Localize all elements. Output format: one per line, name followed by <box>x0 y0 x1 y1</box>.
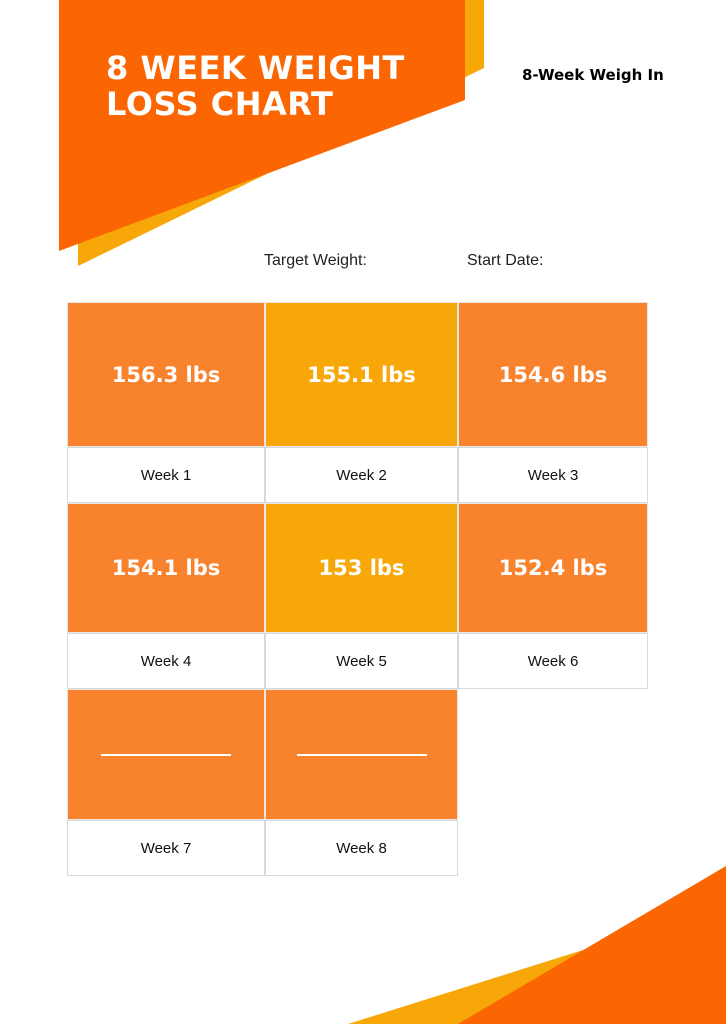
week-label-cell: Week 7 <box>67 820 265 876</box>
week-label: Week 4 <box>140 652 192 670</box>
week-value: 156.3 lbs <box>111 362 221 387</box>
week-label-cell: Week 2 <box>265 447 458 503</box>
week-label: Week 8 <box>336 839 387 857</box>
bottom-orange-shape <box>458 866 726 1024</box>
week-value: 152.4 lbs <box>498 556 608 580</box>
week-value: 154.6 lbs <box>498 362 608 387</box>
week-label: Week 3 <box>527 466 579 484</box>
week-value: 153 lbs <box>318 556 405 580</box>
week-label: Week 2 <box>336 466 387 484</box>
week-value-cell: 153 lbs <box>265 503 458 633</box>
subtitle: 8-Week Weigh In <box>522 66 664 84</box>
week-value-cell: 154.1 lbs <box>67 503 265 633</box>
week-value-cell <box>265 689 458 820</box>
week-value-cell: 152.4 lbs <box>458 503 648 633</box>
week-label-cell: Week 3 <box>458 447 648 503</box>
week-label-cell: Week 6 <box>458 633 648 689</box>
blank-entry-line <box>101 753 231 756</box>
page-title: 8 WEEK WEIGHT LOSS CHART <box>106 50 446 122</box>
week-label-cell: Week 5 <box>265 633 458 689</box>
target-weight-label: Target Weight: <box>264 252 367 269</box>
week-label-cell: Week 1 <box>67 447 265 503</box>
title-line-2: LOSS CHART <box>106 85 334 123</box>
blank-entry-line <box>296 753 427 756</box>
week-label: Week 6 <box>527 652 579 670</box>
week-value: 154.1 lbs <box>111 556 221 580</box>
week-value-cell: 156.3 lbs <box>67 302 265 447</box>
start-date-label: Start Date: <box>467 252 544 269</box>
week-label: Week 5 <box>336 652 387 670</box>
week-label-cell: Week 4 <box>67 633 265 689</box>
week-label-cell: Week 8 <box>265 820 458 876</box>
week-label: Week 7 <box>140 839 192 857</box>
week-value-cell: 155.1 lbs <box>265 302 458 447</box>
week-label: Week 1 <box>140 466 192 484</box>
week-value-cell: 154.6 lbs <box>458 302 648 447</box>
week-value-cell <box>67 689 265 820</box>
week-value: 155.1 lbs <box>307 362 416 387</box>
title-line-1: 8 WEEK WEIGHT <box>106 49 405 87</box>
top-orange-shape <box>59 0 465 251</box>
